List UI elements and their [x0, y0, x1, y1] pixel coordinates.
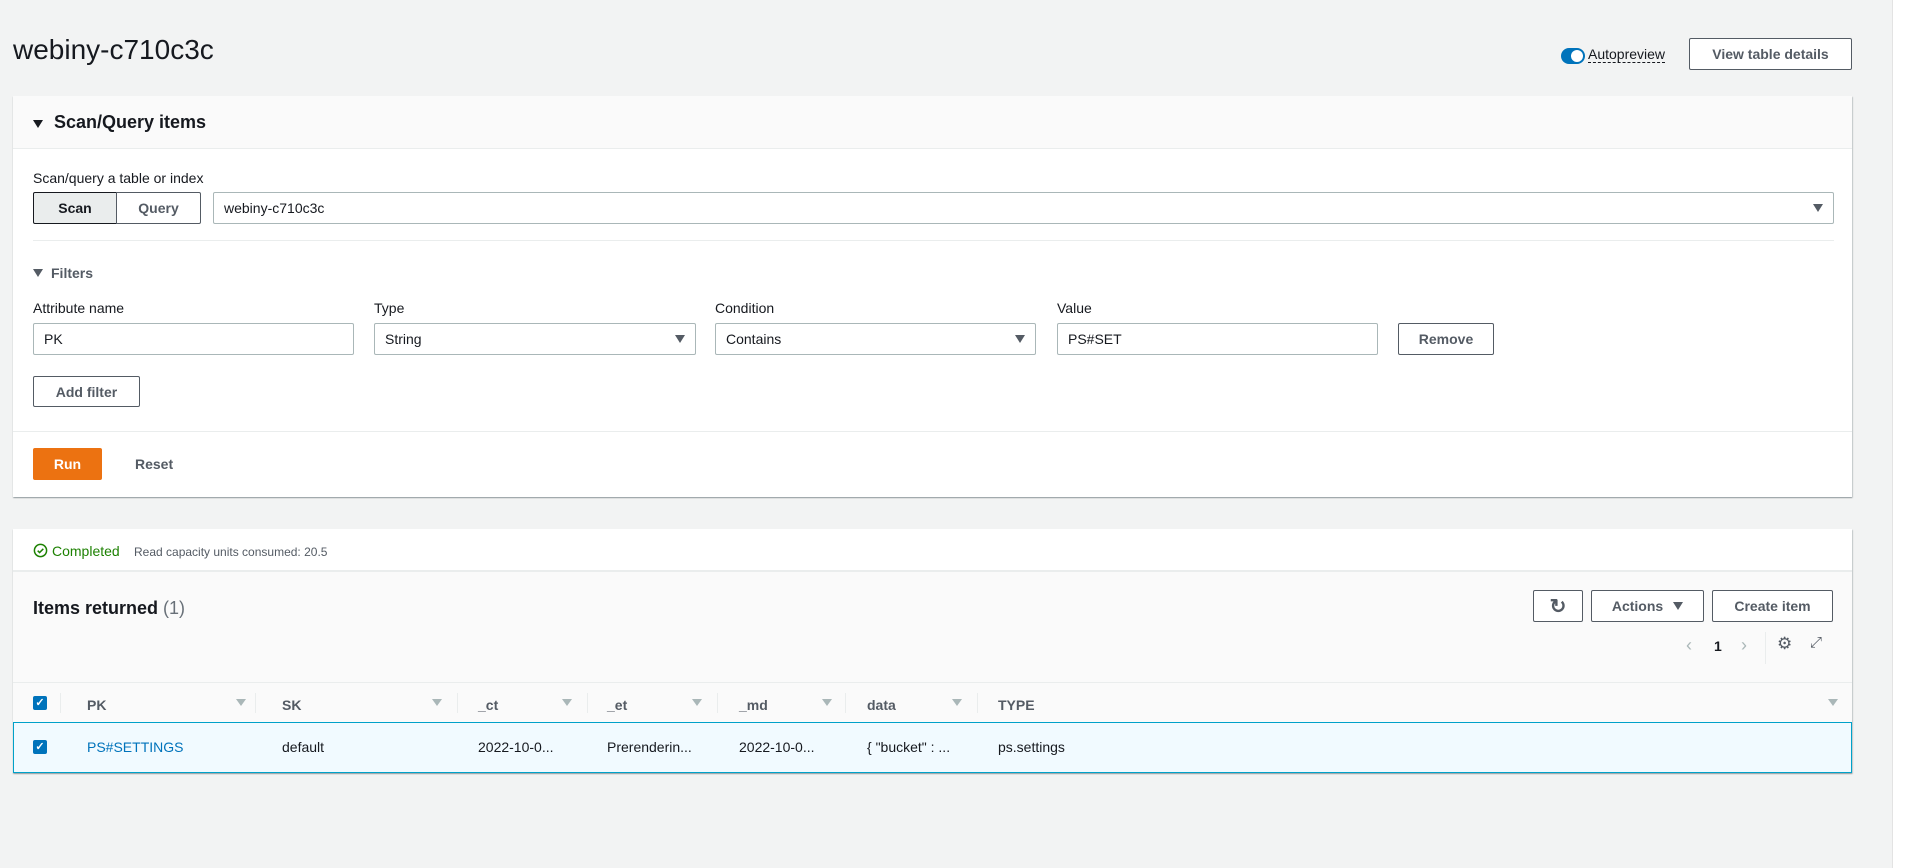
table-header: ✓ PK SK _ct _et _md data TYPE [13, 682, 1852, 722]
type-label: Type [374, 300, 405, 316]
column-divider [717, 693, 718, 713]
divider [13, 431, 1852, 432]
column-header-sk[interactable]: SK [282, 697, 302, 713]
settings-gear-icon[interactable]: ⚙ [1777, 634, 1793, 653]
cell-md: 2022-10-0... [739, 739, 815, 755]
filter-icon[interactable] [236, 699, 246, 706]
filter-icon[interactable] [822, 699, 832, 706]
column-divider [255, 693, 256, 713]
chevron-down-icon [1015, 335, 1025, 343]
panel-title: Scan/Query items [54, 112, 207, 132]
table-row[interactable]: ✓ PS#SETTINGS default 2022-10-0... Prere… [13, 722, 1852, 773]
cell-data: { "bucket" : ... [867, 739, 951, 755]
condition-value: Contains [726, 331, 782, 347]
remove-filter-button[interactable]: Remove [1398, 323, 1494, 355]
filter-icon[interactable] [692, 699, 702, 706]
divider [33, 240, 1834, 241]
check-circle-icon [33, 543, 48, 558]
autopreview-toggle[interactable] [1561, 48, 1585, 64]
column-header-et[interactable]: _et [607, 697, 628, 713]
attr-label: Attribute name [33, 300, 125, 316]
capacity-text: Read capacity units consumed: 20.5 [134, 545, 328, 559]
autopreview-label[interactable]: Autopreview [1588, 46, 1666, 63]
create-item-button[interactable]: Create item [1712, 590, 1833, 622]
results-panel: Completed Read capacity units consumed: … [13, 529, 1852, 773]
chevron-down-icon [1813, 204, 1823, 212]
filter-icon[interactable] [1828, 699, 1838, 706]
items-title: Items returned [33, 598, 159, 618]
table-select-value: webiny-c710c3c [224, 200, 325, 216]
column-header-data[interactable]: data [867, 697, 896, 713]
filter-icon[interactable] [562, 699, 572, 706]
scan-query-panel: Scan/Query items Scan/query a table or i… [13, 96, 1852, 497]
type-select[interactable]: String [374, 323, 696, 355]
row-checkbox[interactable]: ✓ [33, 740, 47, 754]
column-header-type[interactable]: TYPE [998, 697, 1035, 713]
status-bar: Completed Read capacity units consumed: … [13, 529, 1852, 572]
refresh-icon: ↻ [1549, 595, 1567, 618]
divider [1765, 632, 1766, 664]
refresh-button[interactable]: ↻ [1533, 590, 1583, 622]
fullscreen-icon[interactable]: ⤢ [1810, 634, 1823, 651]
cell-sk: default [282, 739, 325, 755]
chevron-down-icon [1673, 602, 1684, 610]
condition-select[interactable]: Contains [715, 323, 1036, 355]
column-divider [587, 693, 588, 713]
actions-label: Actions [1611, 598, 1664, 614]
reset-button[interactable]: Reset [135, 456, 174, 472]
value-label: Value [1057, 300, 1092, 316]
column-divider [977, 693, 978, 713]
filter-icon[interactable] [952, 699, 962, 706]
page-title: webiny-c710c3c [13, 34, 214, 65]
column-divider [845, 693, 846, 713]
results-header: Items returned (1) ↻ Actions Create item… [13, 572, 1852, 682]
run-button[interactable]: Run [33, 448, 102, 480]
view-table-details-button[interactable]: View table details [1689, 38, 1852, 70]
table-select[interactable]: webiny-c710c3c [213, 192, 1834, 224]
type-value: String [385, 331, 422, 347]
cell-pk-link[interactable]: PS#SETTINGS [87, 739, 184, 755]
page-number[interactable]: 1 [1714, 638, 1722, 654]
query-tab[interactable]: Query [116, 192, 201, 224]
select-all-checkbox[interactable]: ✓ [33, 696, 47, 710]
filters-toggle[interactable]: Filters [51, 265, 94, 281]
filters-caret-icon[interactable] [33, 269, 43, 277]
next-page-icon[interactable]: › [1741, 635, 1747, 655]
cell-et: Prerenderin... [607, 739, 692, 755]
items-count: (1) [163, 598, 185, 618]
filter-icon[interactable] [432, 699, 442, 706]
column-header-pk[interactable]: PK [87, 697, 107, 713]
condition-label: Condition [715, 300, 775, 316]
prev-page-icon[interactable]: ‹ [1686, 635, 1692, 655]
attribute-name-input[interactable]: PK [33, 323, 354, 355]
column-divider [457, 693, 458, 713]
status-text: Completed [52, 543, 120, 559]
value-input[interactable]: PS#SET [1057, 323, 1378, 355]
cell-ct: 2022-10-0... [478, 739, 554, 755]
add-filter-button[interactable]: Add filter [33, 376, 140, 407]
panel-header[interactable]: Scan/Query items [13, 96, 1852, 149]
column-header-md[interactable]: _md [739, 697, 768, 713]
cell-type: ps.settings [998, 739, 1065, 755]
right-edge [1892, 0, 1919, 868]
source-label: Scan/query a table or index [33, 170, 204, 186]
column-header-ct[interactable]: _ct [478, 697, 499, 713]
column-divider [60, 693, 61, 713]
actions-button[interactable]: Actions [1591, 590, 1704, 622]
chevron-down-icon [675, 335, 685, 343]
collapse-caret-icon[interactable] [33, 120, 43, 128]
scan-tab[interactable]: Scan [33, 192, 117, 224]
